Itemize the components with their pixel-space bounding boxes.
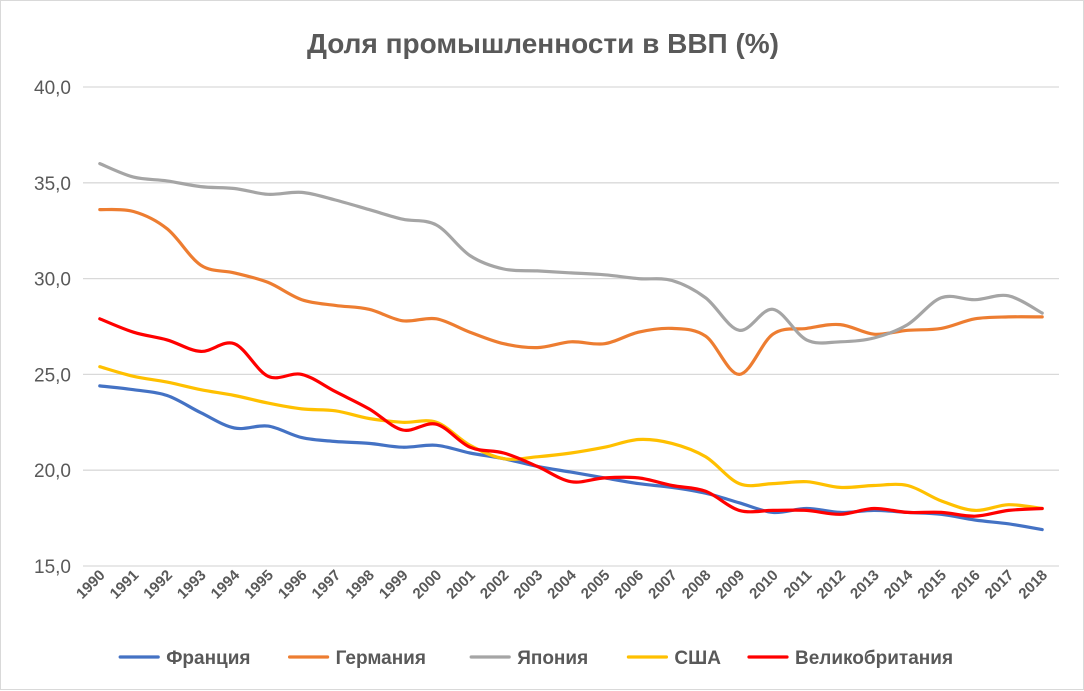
x-tick-label: 1992 xyxy=(140,567,176,603)
x-tick-label: 2001 xyxy=(443,567,479,603)
gridlines xyxy=(83,86,1059,567)
y-tick-label: 25,0 xyxy=(34,365,71,386)
series-lines xyxy=(98,162,1044,532)
series-line-сша xyxy=(98,365,1044,513)
legend-label: Франция xyxy=(166,648,250,669)
x-tick-label: 2000 xyxy=(410,567,446,603)
x-tick-label: 1993 xyxy=(174,567,210,603)
y-tick-label: 20,0 xyxy=(34,461,71,482)
legend-label: Япония xyxy=(517,648,588,669)
legend-item: США xyxy=(626,648,721,669)
legend-label: Германия xyxy=(336,648,426,669)
legend-item: Германия xyxy=(288,648,426,669)
x-tick-label: 2014 xyxy=(881,566,917,602)
x-tick-label: 2012 xyxy=(813,567,849,603)
legend: Франция Германия Япония США Великобритания xyxy=(118,648,953,669)
series-line-франция xyxy=(98,384,1044,532)
legend-label: США xyxy=(674,648,721,669)
y-tick-label: 30,0 xyxy=(34,270,71,291)
legend-item: Франция xyxy=(118,648,251,669)
x-tick-label: 2016 xyxy=(948,567,984,603)
x-tick-label: 2002 xyxy=(477,567,513,603)
x-tick-label: 2013 xyxy=(847,567,883,603)
y-tick-label: 35,0 xyxy=(34,174,71,195)
series-line-великобритания xyxy=(98,317,1044,518)
x-tick-label: 1999 xyxy=(376,567,412,603)
x-tick-label: 1990 xyxy=(73,567,109,603)
y-tick-label: 15,0 xyxy=(34,557,71,578)
x-tick-label: 1991 xyxy=(107,567,143,603)
legend-label: Великобритания xyxy=(795,648,953,669)
x-tick-label: 2009 xyxy=(712,567,748,603)
x-tick-label: 1998 xyxy=(342,567,378,603)
x-tick-label: 2018 xyxy=(1015,567,1051,603)
legend-item: Великобритания xyxy=(747,648,953,669)
x-tick-label: 1995 xyxy=(241,567,277,603)
y-axis-ticks: 15,0 20,0 25,0 30,0 35,0 40,0 xyxy=(34,78,71,578)
x-tick-label: 2007 xyxy=(645,567,681,603)
legend-item: Япония xyxy=(469,648,588,669)
x-tick-label: 2003 xyxy=(511,567,547,603)
x-tick-label: 1997 xyxy=(309,567,345,603)
series-line-япония xyxy=(98,162,1044,345)
x-axis-ticks: 1990199119921993199419951996199719981999… xyxy=(73,566,1051,602)
chart-title: Доля промышленности в ВВП (%) xyxy=(307,28,779,59)
x-tick-label: 2010 xyxy=(746,567,782,603)
x-tick-label: 2015 xyxy=(914,567,950,603)
x-tick-label: 2006 xyxy=(612,567,648,603)
x-tick-label: 2017 xyxy=(982,567,1018,603)
x-tick-label: 2005 xyxy=(578,567,614,603)
x-tick-label: 2011 xyxy=(780,567,815,602)
x-tick-label: 2004 xyxy=(544,566,580,602)
x-tick-label: 2008 xyxy=(679,567,715,603)
y-tick-label: 40,0 xyxy=(34,78,71,99)
x-tick-label: 1996 xyxy=(275,567,311,603)
x-tick-label: 1994 xyxy=(208,566,244,602)
